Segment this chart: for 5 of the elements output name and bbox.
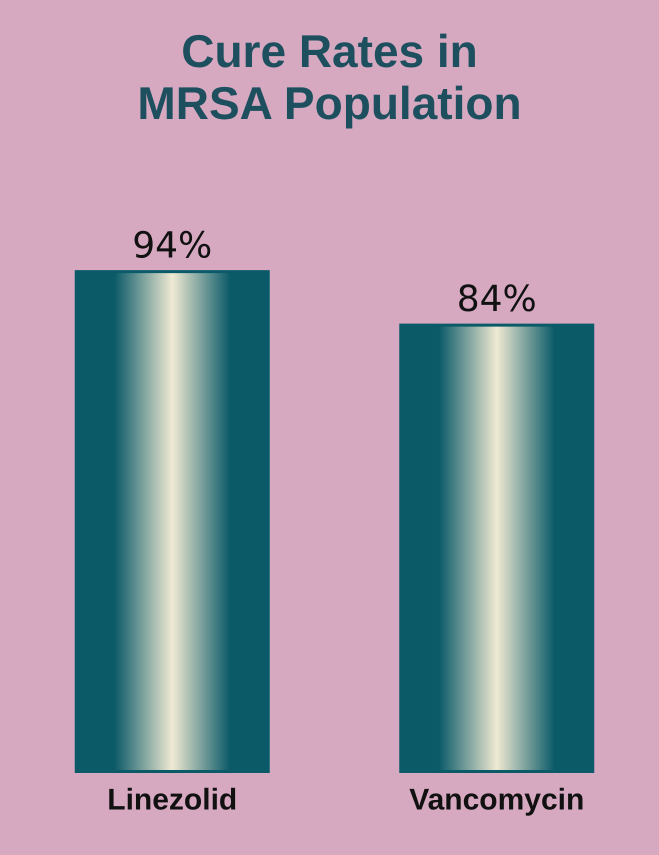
x-tick-label: Vancomycin bbox=[409, 784, 584, 816]
data-label: 94% bbox=[132, 226, 212, 267]
chart-title: Cure Rates in MRSA Population bbox=[137, 25, 522, 129]
data-label: 84% bbox=[456, 279, 537, 320]
x-tick-label: Linezolid bbox=[107, 784, 238, 816]
